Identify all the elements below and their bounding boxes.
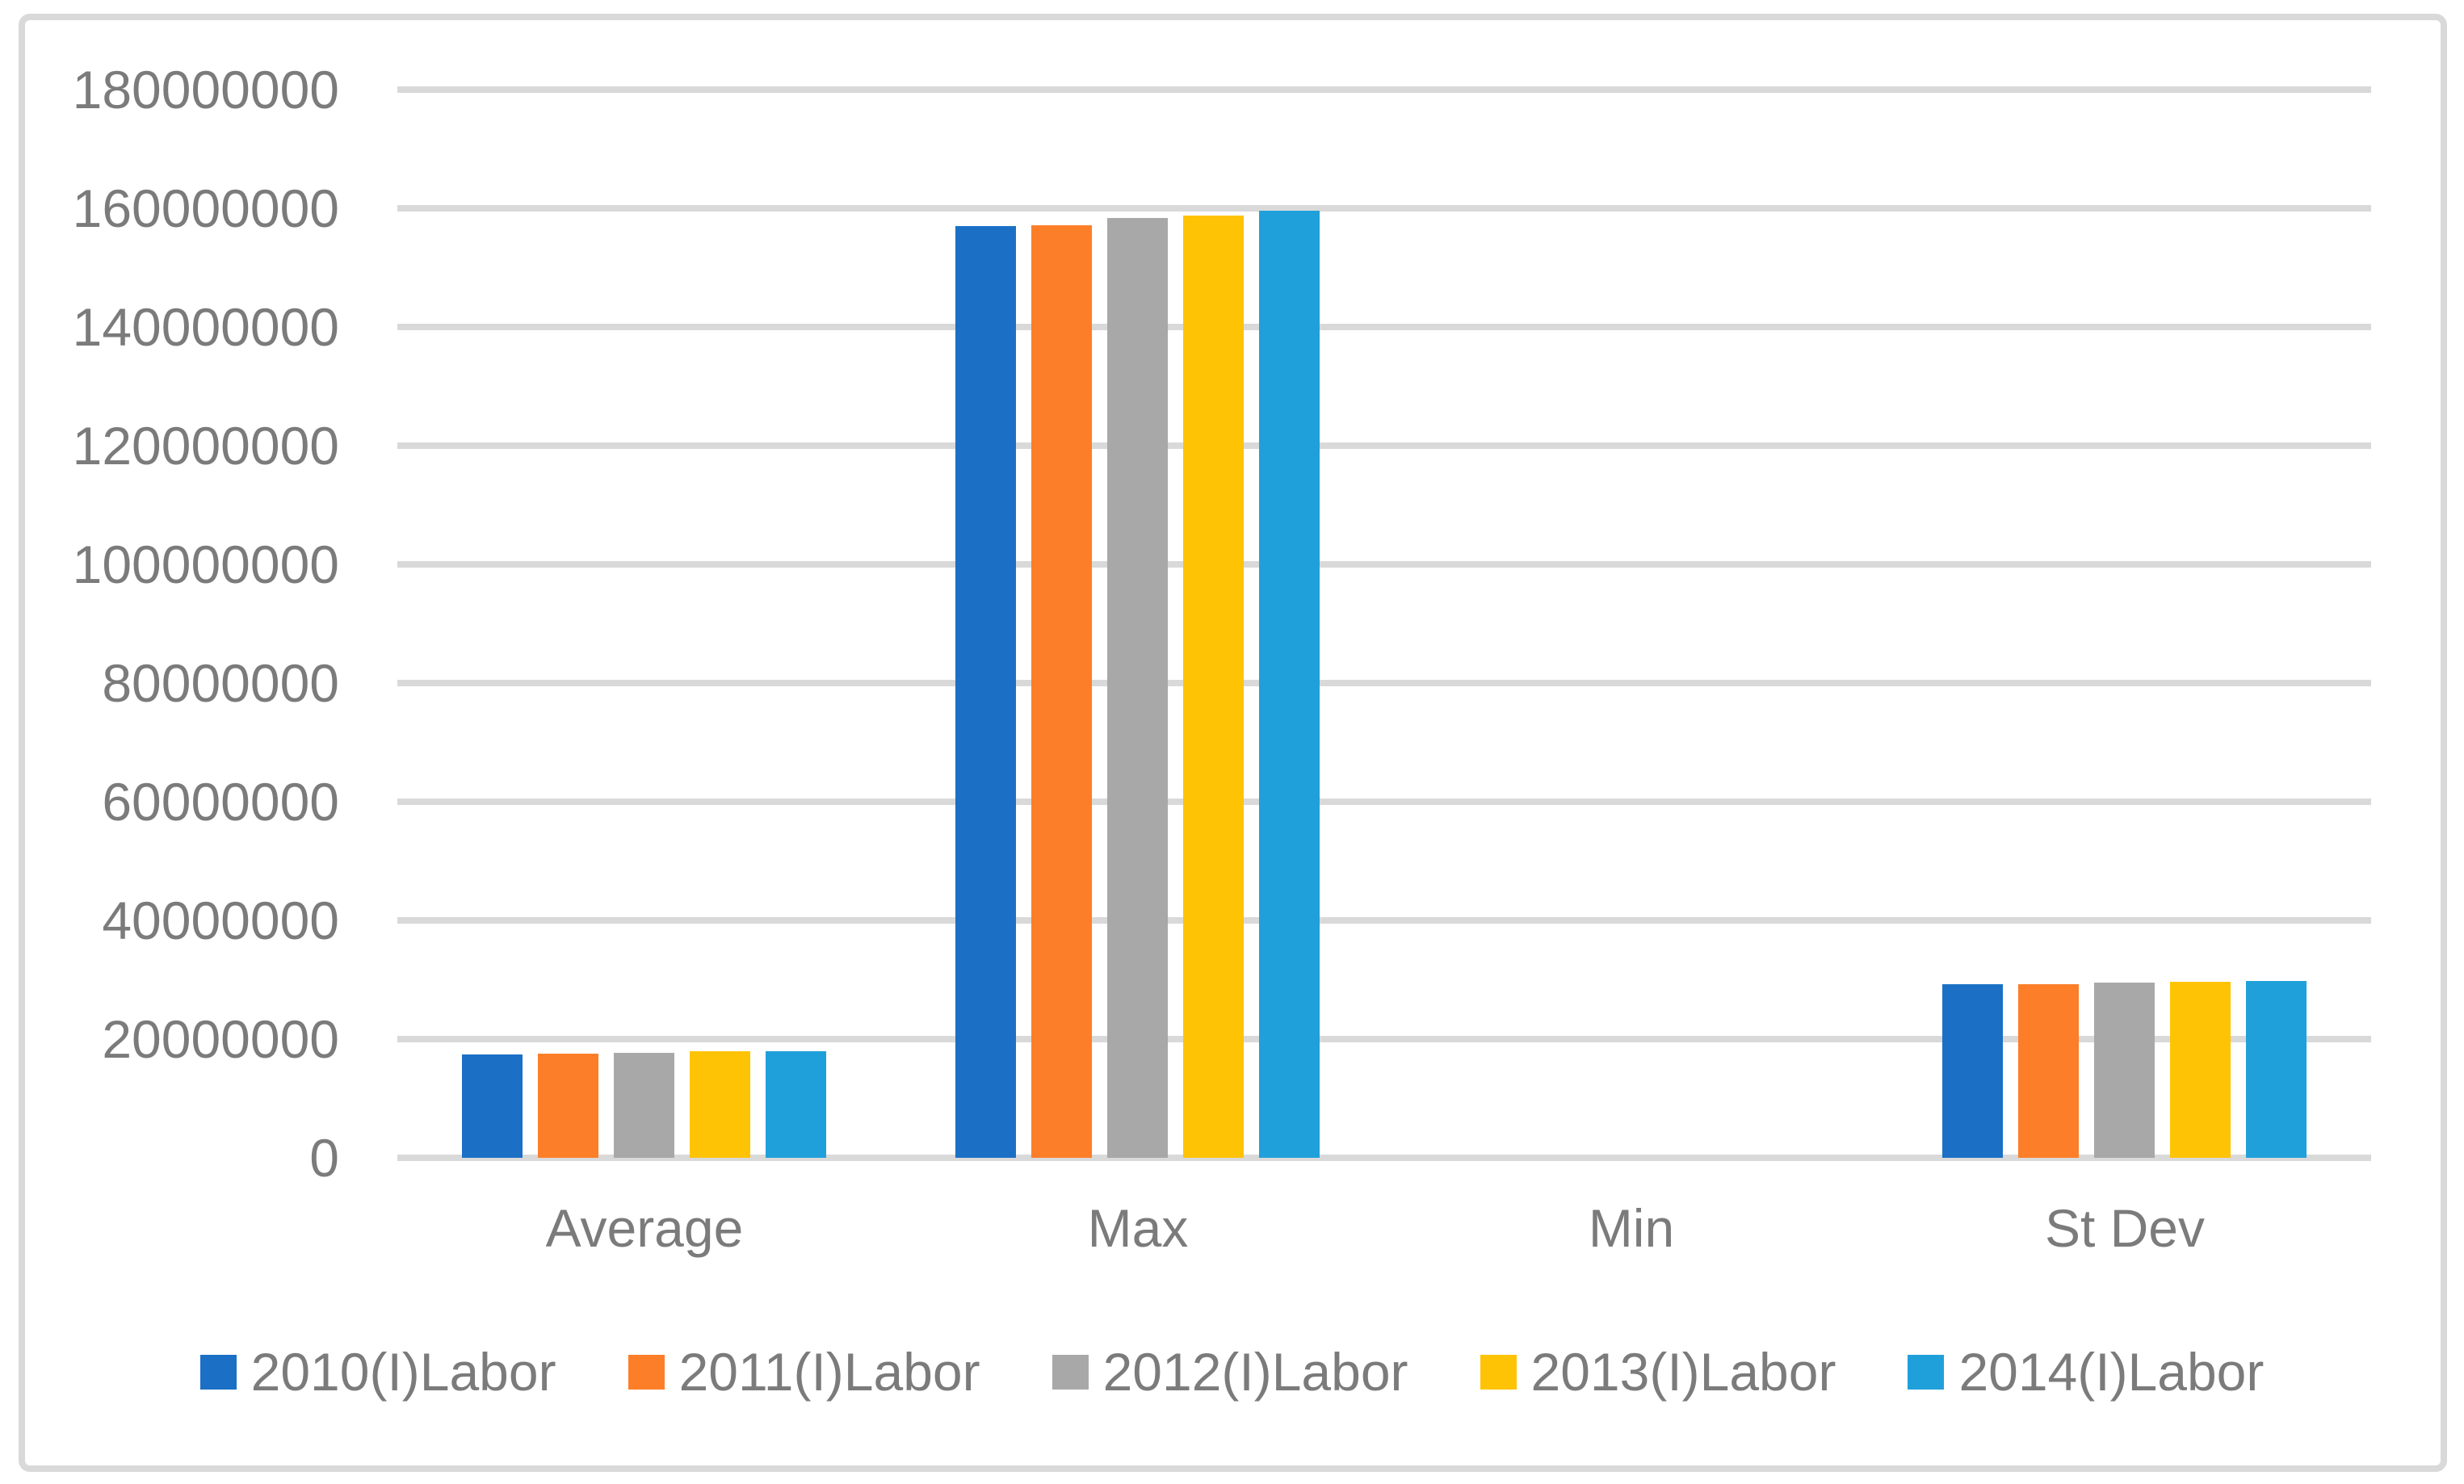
x-axis-category-label: Average — [545, 1198, 744, 1258]
legend-swatch-icon — [1052, 1354, 1089, 1390]
legend-swatch-icon — [628, 1354, 665, 1390]
bar-2012(I)Labor-Average — [614, 1053, 674, 1158]
legend-swatch-icon — [1908, 1354, 1945, 1390]
legend-swatch-icon — [199, 1354, 237, 1390]
y-axis-tick-label: 40000000 — [102, 891, 339, 950]
bar-2014(I)Labor-St Dev — [2246, 981, 2307, 1158]
plot-area — [397, 86, 2371, 1161]
gridline — [397, 205, 2371, 212]
gridline — [397, 442, 2371, 449]
y-axis-tick-label: 120000000 — [72, 416, 339, 476]
y-axis-tick-label: 100000000 — [72, 534, 339, 594]
legend-item-2012(I)Labor: 2012(I)Labor — [1052, 1343, 1408, 1401]
legend-label: 2011(I)Labor — [678, 1342, 980, 1402]
baseline-gridline — [397, 1155, 2371, 1161]
legend-item-2014(I)Labor: 2014(I)Labor — [1908, 1343, 2264, 1401]
gridline — [397, 86, 2371, 93]
y-axis-tick-label: 0 — [309, 1128, 339, 1188]
y-axis-tick-label: 160000000 — [72, 178, 339, 238]
legend-item-2011(I)Labor: 2011(I)Labor — [628, 1343, 980, 1401]
bar-2010(I)Labor-St Dev — [1942, 984, 2003, 1158]
bar-2014(I)Labor-Average — [766, 1051, 826, 1158]
bar-2010(I)Labor-Max — [955, 226, 1016, 1158]
bar-2013(I)Labor-St Dev — [2170, 982, 2231, 1158]
x-axis-category-label: Max — [1087, 1198, 1189, 1258]
legend-label: 2010(I)Labor — [250, 1342, 556, 1402]
bar-2012(I)Labor-St Dev — [2094, 983, 2155, 1158]
gridline — [397, 917, 2371, 924]
x-axis-category-label: St Dev — [2044, 1198, 2206, 1258]
bar-2014(I)Labor-Max — [1259, 211, 1320, 1158]
legend-item-2010(I)Labor: 2010(I)Labor — [199, 1342, 556, 1402]
y-axis-tick-label: 80000000 — [102, 653, 339, 713]
legend-label: 2013(I)Labor — [1530, 1342, 1836, 1402]
gridline — [397, 324, 2371, 330]
legend-label: 2012(I)Labor — [1102, 1342, 1408, 1402]
gridline — [397, 561, 2371, 568]
bar-2013(I)Labor-Average — [690, 1051, 750, 1158]
gridline — [397, 1036, 2371, 1042]
legend: 2010(I)Labor 2011(I)Labor 2012(I)Labor 2013… — [0, 1343, 2464, 1401]
bar-2011(I)Labor-St Dev — [2018, 984, 2079, 1158]
y-axis-tick-label: 60000000 — [102, 772, 339, 832]
legend-item-2013(I)Labor: 2013(I)Labor — [1480, 1343, 1836, 1401]
legend-label: 2014(I)Labor — [1958, 1342, 2265, 1402]
bar-2011(I)Labor-Max — [1031, 225, 1092, 1158]
gridline — [397, 799, 2371, 805]
bar-2013(I)Labor-Max — [1183, 216, 1244, 1158]
gridline — [397, 680, 2371, 686]
bar-2012(I)Labor-Max — [1107, 218, 1168, 1158]
legend-swatch-icon — [1480, 1354, 1517, 1390]
y-axis-tick-label: 20000000 — [102, 1009, 339, 1069]
y-axis-tick-label: 180000000 — [72, 60, 339, 119]
y-axis-tick-label: 140000000 — [72, 297, 339, 357]
x-axis-category-label: Min — [1588, 1198, 1675, 1258]
bar-2011(I)Labor-Average — [538, 1054, 598, 1158]
bar-2010(I)Labor-Average — [462, 1054, 523, 1158]
